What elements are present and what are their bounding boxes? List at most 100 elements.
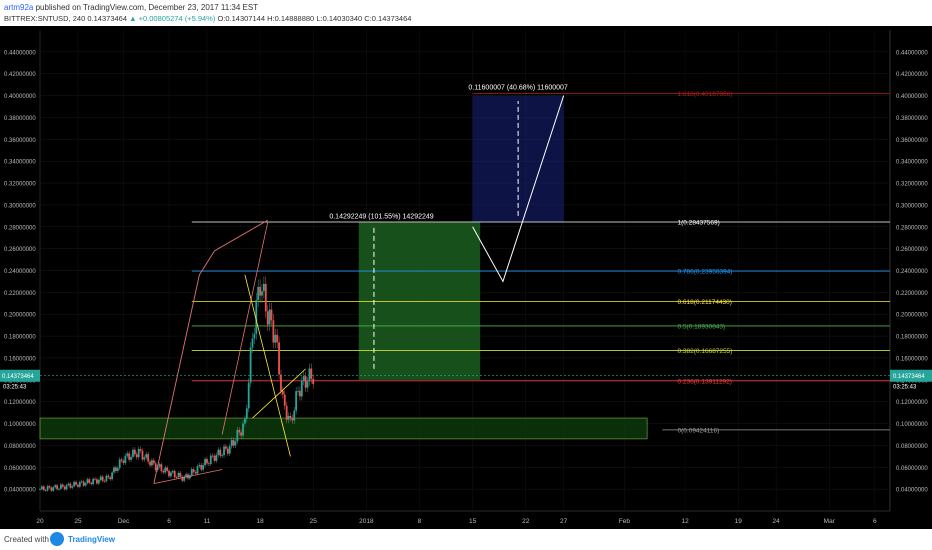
candle-body bbox=[280, 374, 282, 392]
y-tick-label-left: 0.44000000 bbox=[4, 50, 36, 56]
candle-body bbox=[276, 334, 279, 343]
candle-body bbox=[86, 479, 89, 484]
y-tick-label-right: 0.42000000 bbox=[896, 72, 928, 78]
candle-body bbox=[124, 455, 127, 463]
candle-body bbox=[54, 485, 57, 488]
candle-body bbox=[221, 455, 224, 457]
candle-body bbox=[61, 484, 64, 487]
candle-body bbox=[299, 390, 301, 397]
candle-body bbox=[300, 380, 303, 397]
candle-body bbox=[113, 467, 115, 473]
candle-body bbox=[114, 467, 117, 471]
candle-body bbox=[297, 390, 299, 392]
long-position-2-label: 0.11600007 (40.68%) 11600007 bbox=[468, 85, 567, 92]
x-tick-label: 19 bbox=[735, 518, 743, 525]
current-price-tag-right bbox=[890, 369, 932, 382]
candle-body bbox=[219, 449, 222, 456]
candle-body bbox=[77, 484, 79, 487]
candle-body bbox=[181, 476, 184, 481]
candle-body bbox=[253, 333, 256, 339]
y-tick-label-left: 0.16000000 bbox=[4, 356, 36, 362]
candle-body bbox=[40, 486, 43, 490]
fib-level-label: 1.618(0.40187866) bbox=[678, 91, 733, 98]
candle-body bbox=[82, 481, 85, 486]
candle-body bbox=[287, 415, 290, 420]
candle-body bbox=[238, 429, 241, 433]
candle-body bbox=[274, 334, 277, 343]
candle-body bbox=[80, 481, 83, 483]
tradingview-logo-icon bbox=[50, 532, 64, 546]
x-tick-label: Feb bbox=[619, 518, 631, 525]
candle-body bbox=[272, 320, 275, 343]
x-tick-label: 22 bbox=[522, 518, 530, 525]
x-tick-label: 15 bbox=[469, 518, 477, 525]
trendline-up bbox=[252, 368, 306, 419]
candle-body bbox=[164, 467, 167, 473]
chart-area[interactable]: 0(0.09424116) 0.236(0.13911292) 0.382(0.16… bbox=[0, 26, 932, 529]
price-chart[interactable]: 0(0.09424116) 0.236(0.13911292) 0.382(0.16… bbox=[0, 26, 932, 529]
y-tick-label-left: 0.12000000 bbox=[4, 400, 36, 406]
publish-info: artm92a published on TradingView.com, De… bbox=[4, 3, 258, 12]
candle-body bbox=[101, 476, 104, 481]
candle-body bbox=[242, 423, 244, 436]
candle-body bbox=[118, 459, 121, 469]
y-tick-label-right: 0.30000000 bbox=[896, 203, 928, 209]
published-text: published on TradingView.com, December 2… bbox=[35, 3, 259, 12]
candle-body bbox=[188, 475, 191, 479]
candle-body bbox=[194, 471, 197, 474]
candle-body bbox=[130, 456, 132, 460]
trendline-down bbox=[244, 274, 291, 457]
candle-body bbox=[289, 415, 292, 419]
candle-body bbox=[122, 460, 125, 463]
candle-body bbox=[143, 457, 146, 460]
candle-body bbox=[240, 432, 243, 436]
candle-body bbox=[67, 483, 70, 486]
y-tick-label-right: 0.08000000 bbox=[896, 444, 928, 450]
y-tick-label-left: 0.06000000 bbox=[4, 466, 36, 472]
candle-body bbox=[206, 459, 208, 464]
candle-body bbox=[133, 449, 136, 455]
candle-body bbox=[44, 490, 47, 491]
candle-body bbox=[175, 477, 178, 479]
candle-body bbox=[217, 449, 220, 455]
up-arrow-icon: ▲ bbox=[129, 14, 137, 23]
candle-body bbox=[257, 286, 260, 301]
candle-body bbox=[177, 472, 180, 478]
y-tick-label-right: 0.34000000 bbox=[896, 160, 928, 166]
candle-body bbox=[58, 488, 60, 490]
candle-body bbox=[259, 286, 261, 296]
candle-body bbox=[202, 465, 205, 470]
xabcd-pattern-line bbox=[153, 219, 268, 484]
fib-level-label: 0.786(0.23950394) bbox=[678, 269, 733, 276]
candle-body bbox=[244, 418, 246, 424]
y-tick-label-right: 0.22000000 bbox=[896, 291, 928, 297]
candle-body bbox=[116, 468, 119, 471]
candle-body bbox=[105, 475, 108, 482]
candle-body bbox=[283, 394, 286, 406]
candle-body bbox=[120, 459, 123, 461]
candle-body bbox=[145, 454, 148, 458]
candle-body bbox=[200, 464, 203, 470]
long-position-1-label: 0.14292249 (101.55%) 14292249 bbox=[329, 213, 433, 220]
x-tick-label: 8 bbox=[418, 518, 422, 525]
y-tick-label-right: 0.18000000 bbox=[896, 335, 928, 341]
candle-body bbox=[236, 429, 239, 442]
x-tick-label: 6 bbox=[873, 518, 877, 525]
candle-body bbox=[46, 486, 49, 491]
candle-body bbox=[207, 463, 210, 465]
candle-body bbox=[183, 476, 186, 481]
candle-body bbox=[304, 376, 307, 388]
brand-name[interactable]: TradingView bbox=[68, 535, 115, 544]
candle-body bbox=[88, 479, 91, 483]
candle-body bbox=[73, 481, 76, 487]
y-tick-label-right: 0.32000000 bbox=[896, 182, 928, 188]
candle-body bbox=[152, 460, 155, 464]
candle-body bbox=[137, 449, 140, 458]
candle-body bbox=[141, 450, 144, 460]
y-tick-label-right: 0.16000000 bbox=[896, 356, 928, 362]
pattern-line-lower bbox=[153, 469, 223, 485]
publisher-link[interactable]: artm92a bbox=[4, 3, 34, 12]
candle-body bbox=[111, 472, 113, 480]
candle-body bbox=[295, 391, 298, 411]
candle-body bbox=[204, 459, 206, 466]
